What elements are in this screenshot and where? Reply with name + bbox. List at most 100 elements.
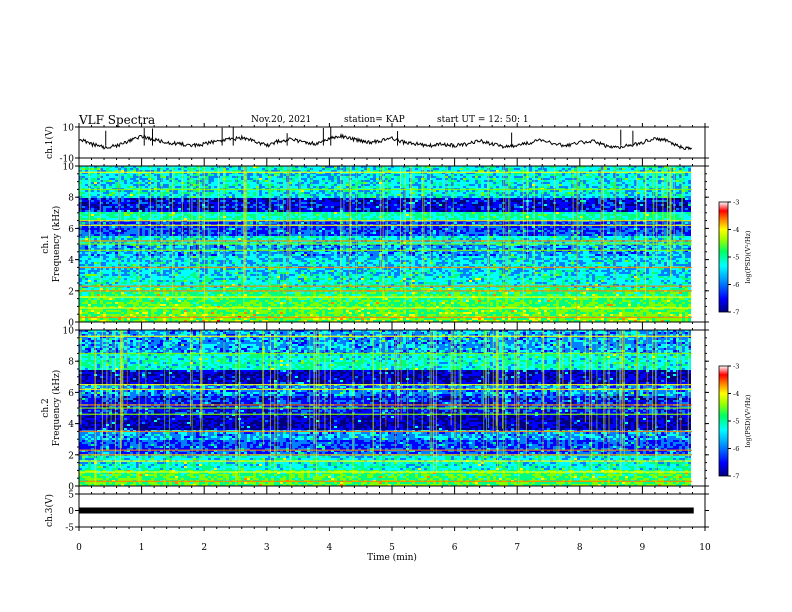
spectrogram-cell: [82, 190, 85, 192]
spectrogram-cell: [364, 202, 367, 204]
spectrogram-cell: [598, 202, 601, 204]
spectrogram-cell: [247, 174, 250, 176]
spectrogram-cell: [316, 198, 319, 200]
spectrogram-cell: [376, 166, 379, 168]
spectrogram-cell: [472, 196, 475, 198]
spectrogram-cell: [241, 166, 244, 168]
spectrogram-cell: [589, 196, 592, 198]
spectrogram-cell: [220, 210, 223, 212]
spectrogram-cell: [328, 184, 331, 186]
spectrogram-cell: [334, 184, 337, 186]
spectrogram-cell: [328, 198, 331, 200]
spectrogram-cell: [313, 184, 316, 186]
spectrogram-cell: [397, 178, 400, 180]
spectrogram-cell: [295, 206, 298, 208]
spectrogram-cell: [106, 176, 109, 178]
spectrogram-cell: [358, 180, 361, 182]
spectrogram-cell: [556, 186, 559, 188]
spectrogram-cell: [682, 180, 685, 182]
spectrogram-cell: [547, 202, 550, 204]
spectrogram-cell: [175, 190, 178, 192]
spectrogram-cell: [163, 174, 166, 176]
spectrogram-cell: [256, 184, 259, 186]
spectrogram-cell: [367, 192, 370, 194]
spectrogram-cell: [82, 174, 85, 176]
spectrogram-cell: [667, 178, 670, 180]
spectrogram-cell: [430, 186, 433, 188]
spectrogram-cell: [271, 200, 274, 202]
spectrogram-cell: [484, 198, 487, 200]
spectrogram-cell: [418, 176, 421, 178]
spectrogram-cell: [448, 198, 451, 200]
spectrogram-cell: [622, 194, 625, 196]
spectrogram-cell: [148, 178, 151, 180]
spectrogram-cell: [205, 194, 208, 196]
spectrogram-cell: [301, 202, 304, 204]
spectrogram-cell: [220, 204, 223, 206]
spectrogram-cell: [139, 176, 142, 178]
spectrogram-cell: [427, 174, 430, 176]
spectrogram-cell: [637, 210, 640, 212]
spectrogram-cell: [151, 194, 154, 196]
spectrogram-cell: [583, 190, 586, 192]
spectrogram-cell: [358, 214, 361, 216]
spectrogram-cell: [433, 186, 436, 188]
spectrogram-cell: [283, 196, 286, 198]
spectrogram-cell: [454, 166, 457, 168]
spectrogram-cell: [397, 170, 400, 172]
spectrogram-cell: [247, 212, 250, 214]
spectrogram-cell: [193, 204, 196, 206]
spectrogram-cell: [586, 202, 589, 204]
spectrogram-cell: [139, 186, 142, 188]
spectrogram-cell: [589, 172, 592, 174]
spectrogram-cell: [388, 198, 391, 200]
spectrogram-cell: [628, 194, 631, 196]
spectrogram-cell: [127, 190, 130, 192]
spectrogram-cell: [442, 206, 445, 208]
spectrogram-cell: [250, 212, 253, 214]
spectrogram-cell: [205, 184, 208, 186]
spectrogram-cell: [112, 174, 115, 176]
spectrogram-cell: [337, 186, 340, 188]
spectrogram-cell: [238, 168, 241, 170]
spectrogram-cell: [664, 198, 667, 200]
spectrogram-cell: [124, 210, 127, 212]
spectrogram-cell: [535, 186, 538, 188]
spectrogram-cell: [439, 184, 442, 186]
spectrogram-cell: [127, 212, 130, 214]
spectrogram-cell: [469, 208, 472, 210]
spectrogram-cell: [622, 176, 625, 178]
spectrogram-cell: [565, 170, 568, 172]
spectrogram-cell: [388, 168, 391, 170]
spectrogram-cell: [157, 178, 160, 180]
spectrogram-cell: [163, 204, 166, 206]
spectrogram-cell: [367, 172, 370, 174]
spectrogram-cell: [175, 192, 178, 194]
spectrogram-cell: [574, 174, 577, 176]
spectrogram-cell: [505, 202, 508, 204]
spectrogram-cell: [103, 200, 106, 202]
spectrogram-cell: [94, 208, 97, 210]
spectrogram-cell: [148, 186, 151, 188]
spectrogram-cell: [520, 190, 523, 192]
spectrogram-cell: [337, 170, 340, 172]
spectrogram-cell: [121, 212, 124, 214]
spectrogram-cell: [322, 182, 325, 184]
spectrogram-cell: [418, 178, 421, 180]
spectrogram-cell: [430, 172, 433, 174]
spectrogram-cell: [361, 182, 364, 184]
spectrogram-cell: [688, 208, 691, 210]
spectrogram-cell: [208, 178, 211, 180]
spectrogram-cell: [214, 210, 217, 212]
spectrogram-cell: [103, 204, 106, 206]
spectrogram-cell: [184, 202, 187, 204]
spectrogram-cell: [658, 186, 661, 188]
spectrogram-cell: [316, 170, 319, 172]
spectrogram-cell: [115, 170, 118, 172]
spectrogram-cell: [166, 170, 169, 172]
spectrogram-cell: [571, 184, 574, 186]
spectrogram-cell: [604, 182, 607, 184]
spectrogram-cell: [376, 196, 379, 198]
spectrogram-cell: [685, 182, 688, 184]
spectrogram-cell: [259, 192, 262, 194]
